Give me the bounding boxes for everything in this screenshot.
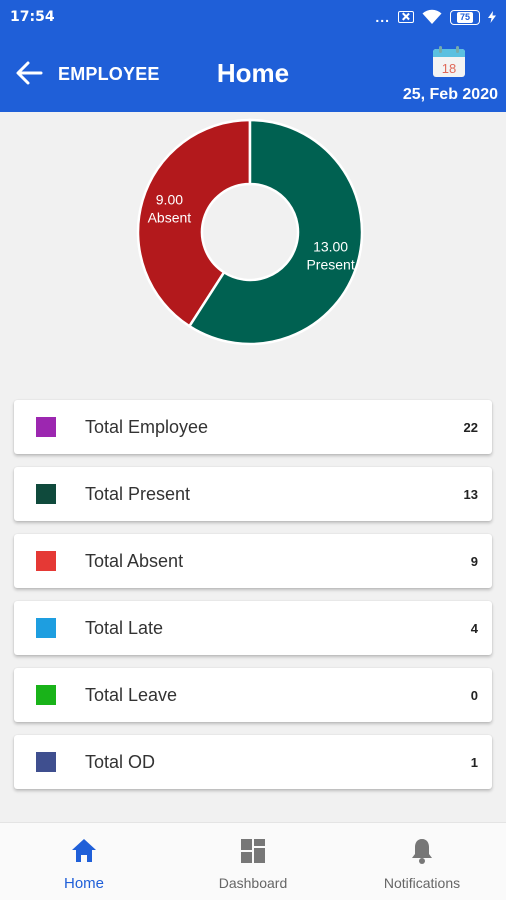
stat-card-total-employee[interactable]: Total Employee 22 bbox=[14, 400, 492, 454]
status-icons: ... 75 bbox=[375, 9, 496, 25]
calendar-day: 18 bbox=[442, 61, 456, 76]
stat-value: 13 bbox=[463, 486, 478, 502]
attendance-donut-chart: 9.00 Absent 13.00 Present bbox=[136, 118, 364, 346]
slice-value-label: 9.00 bbox=[156, 191, 183, 207]
color-swatch bbox=[36, 484, 56, 504]
calendar-icon[interactable]: 18 bbox=[432, 46, 466, 78]
charging-icon bbox=[488, 11, 496, 23]
stat-label: Total Present bbox=[85, 483, 191, 504]
color-swatch bbox=[36, 618, 56, 638]
stat-value: 4 bbox=[470, 620, 478, 636]
battery-icon: 75 bbox=[450, 9, 480, 25]
current-date: 25, Feb 2020 bbox=[402, 86, 498, 103]
stat-card-total-od[interactable]: Total OD 1 bbox=[14, 735, 492, 789]
slice-name-label: Absent bbox=[148, 209, 192, 225]
stat-card-total-present[interactable]: Total Present 13 bbox=[14, 467, 492, 521]
color-swatch bbox=[36, 551, 56, 571]
stat-card-total-absent[interactable]: Total Absent 9 bbox=[14, 534, 492, 588]
bottom-navigation: Home Dashboard Notifications bbox=[0, 822, 506, 900]
no-sim-icon bbox=[398, 11, 414, 23]
color-swatch bbox=[36, 752, 56, 772]
nav-dashboard-label: Dashboard bbox=[218, 875, 288, 891]
stat-label: Total Absent bbox=[85, 550, 184, 571]
dashboard-icon bbox=[241, 839, 265, 863]
stat-label: Total OD bbox=[85, 751, 156, 772]
nav-home[interactable]: Home bbox=[0, 823, 168, 900]
nav-home-label: Home bbox=[63, 875, 104, 892]
status-bar: 17:54 ... 75 bbox=[0, 0, 506, 34]
stat-value: 22 bbox=[463, 419, 478, 435]
nav-notifications[interactable]: Notifications bbox=[338, 823, 506, 900]
app-bar: EMPLOYEE Home 18 25, Feb 2020 bbox=[0, 34, 506, 112]
battery-level: 75 bbox=[456, 11, 473, 23]
back-arrow-icon[interactable] bbox=[14, 58, 44, 88]
stat-value: 1 bbox=[470, 754, 478, 770]
nav-notifications-label: Notifications bbox=[383, 875, 461, 891]
wifi-icon bbox=[422, 9, 442, 24]
stat-card-total-late[interactable]: Total Late 4 bbox=[14, 601, 492, 655]
home-icon bbox=[72, 839, 96, 862]
color-swatch bbox=[36, 417, 56, 437]
stat-label: Total Leave bbox=[85, 684, 178, 705]
employee-label[interactable]: EMPLOYEE bbox=[58, 64, 160, 84]
slice-name-label: Present bbox=[306, 257, 354, 273]
slice-present bbox=[187, 118, 364, 346]
status-time: 17:54 bbox=[10, 9, 55, 25]
bell-icon bbox=[412, 839, 432, 864]
stat-value: 9 bbox=[470, 553, 478, 569]
nav-dashboard[interactable]: Dashboard bbox=[169, 823, 337, 900]
stat-card-total-leave[interactable]: Total Leave 0 bbox=[14, 668, 492, 722]
stat-value: 0 bbox=[470, 687, 478, 703]
more-notifications-icon: ... bbox=[375, 9, 390, 25]
stat-label: Total Late bbox=[85, 617, 164, 638]
slice-value-label: 13.00 bbox=[313, 239, 348, 255]
stat-label: Total Employee bbox=[85, 416, 209, 437]
color-swatch bbox=[36, 685, 56, 705]
